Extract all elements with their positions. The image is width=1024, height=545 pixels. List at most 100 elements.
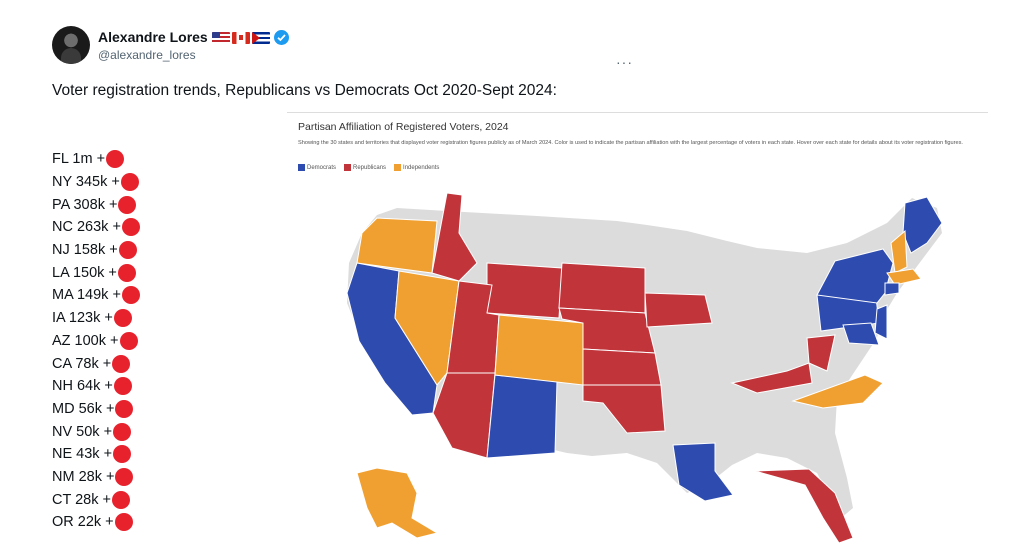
state-oregon[interactable] (356, 217, 438, 274)
trend-item: AZ 100k + (52, 330, 140, 353)
verified-badge-icon (274, 30, 289, 45)
registration-trend-list: FL 1m + NY 345k + PA 308k + NC 263k + NJ 158… (52, 148, 140, 534)
state-massachusetts[interactable] (886, 268, 922, 286)
trend-label: NH 64k + (52, 378, 113, 395)
tweet-header: Alexandre Lores @alexandre_lores ··· (52, 26, 632, 70)
state-south-dakota[interactable] (558, 262, 646, 314)
trend-label: MD 56k + (52, 400, 115, 417)
trend-label: OR 22k + (52, 514, 114, 531)
trend-item: NJ 158k + (52, 239, 140, 262)
trend-label: CT 28k + (52, 491, 111, 508)
red-circle-icon (113, 422, 132, 441)
legend-label: Democrats (307, 164, 337, 171)
state-oklahoma[interactable] (582, 384, 666, 434)
state-new-mexico[interactable] (486, 374, 558, 459)
legend-label: Republicans (353, 164, 387, 171)
legend-swatch (344, 164, 352, 171)
state-connecticut[interactable] (884, 282, 900, 296)
legend-swatch (394, 164, 402, 171)
trend-label: LA 150k + (52, 264, 117, 281)
trend-label: MA 149k + (52, 287, 121, 304)
state-nevada[interactable] (394, 270, 460, 386)
trend-item: OR 22k + (52, 511, 140, 534)
tweet-text: Voter registration trends, Republicans v… (52, 82, 557, 99)
red-circle-icon (111, 490, 130, 509)
flag-cuba-icon (252, 32, 270, 44)
trend-label: NM 28k + (52, 468, 115, 485)
red-circle-icon (118, 241, 137, 260)
state-wyoming[interactable] (486, 262, 563, 319)
red-circle-icon (121, 218, 140, 237)
trend-label: AZ 100k + (52, 332, 119, 349)
red-circle-icon (112, 354, 131, 373)
red-circle-icon (121, 286, 140, 305)
us-map (346, 192, 943, 544)
state-north-carolina[interactable] (791, 374, 884, 409)
state-maryland[interactable] (842, 322, 880, 346)
red-circle-icon (120, 173, 139, 192)
state-kansas[interactable] (582, 348, 662, 386)
trend-item: CA 78k + (52, 352, 140, 375)
state-florida[interactable] (754, 468, 854, 544)
avatar[interactable] (52, 26, 90, 64)
trend-item: IA 123k + (52, 307, 140, 330)
trend-label: NY 345k + (52, 174, 120, 191)
state-kentucky[interactable] (730, 362, 813, 394)
author-handle[interactable]: @alexandre_lores (98, 48, 196, 62)
state-louisiana[interactable] (672, 442, 734, 502)
legend-item: Democrats (298, 164, 336, 171)
red-circle-icon (113, 377, 132, 396)
map-image[interactable]: Partisan Affiliation of Registered Voter… (287, 112, 988, 545)
legend-item: Republicans (344, 164, 386, 171)
map-title: Partisan Affiliation of Registered Voter… (298, 121, 509, 133)
red-circle-icon (113, 445, 132, 464)
trend-item: NC 263k + (52, 216, 140, 239)
flag-us-icon (212, 32, 230, 44)
legend-label: Independents (403, 164, 440, 171)
legend-item: Independents (394, 164, 439, 171)
legend-swatch (298, 164, 305, 171)
trend-item: NY 345k + (52, 171, 140, 194)
map-description: Showing the 30 states and territories th… (298, 140, 963, 146)
state-new-hampshire[interactable] (890, 229, 908, 274)
trend-label: NE 43k + (52, 446, 113, 463)
trend-label: IA 123k + (52, 310, 113, 327)
trend-label: FL 1m + (52, 151, 106, 168)
trend-item: LA 150k + (52, 261, 140, 284)
trend-label: CA 78k + (52, 355, 112, 372)
trend-item: CT 28k + (52, 488, 140, 511)
trend-label: NJ 158k + (52, 242, 118, 259)
state-colorado[interactable] (494, 314, 584, 386)
red-circle-icon (115, 467, 134, 486)
trend-item: NH 64k + (52, 375, 140, 398)
trend-item: PA 308k + (52, 193, 140, 216)
red-circle-icon (106, 150, 125, 169)
trend-item: FL 1m + (52, 148, 140, 171)
trend-item: MA 149k + (52, 284, 140, 307)
more-options-icon[interactable]: ··· (616, 54, 633, 70)
trend-label: NC 263k + (52, 219, 121, 236)
state-alaska[interactable] (356, 467, 439, 539)
red-circle-icon (117, 263, 136, 282)
state-new-jersey[interactable] (874, 304, 888, 340)
red-circle-icon (114, 513, 133, 532)
trend-item: NE 43k + (52, 443, 140, 466)
trend-item: NM 28k + (52, 466, 140, 489)
trend-label: NV 50k + (52, 423, 113, 440)
author-flags (212, 32, 270, 44)
author-name[interactable]: Alexandre Lores (98, 29, 208, 45)
trend-item: MD 56k + (52, 398, 140, 421)
state-shapes (346, 192, 943, 544)
flag-canada-icon (232, 32, 250, 44)
trend-label: PA 308k + (52, 196, 118, 213)
map-legend: Democrats Republicans Independents (298, 164, 439, 171)
state-iowa[interactable] (644, 292, 713, 328)
red-circle-icon (119, 331, 138, 350)
state-maine[interactable] (902, 196, 943, 254)
red-circle-icon (113, 309, 132, 328)
red-circle-icon (115, 399, 134, 418)
state-west-virginia[interactable] (806, 334, 836, 372)
state-idaho[interactable] (431, 192, 478, 282)
state-arizona[interactable] (432, 372, 496, 459)
red-circle-icon (118, 195, 137, 214)
